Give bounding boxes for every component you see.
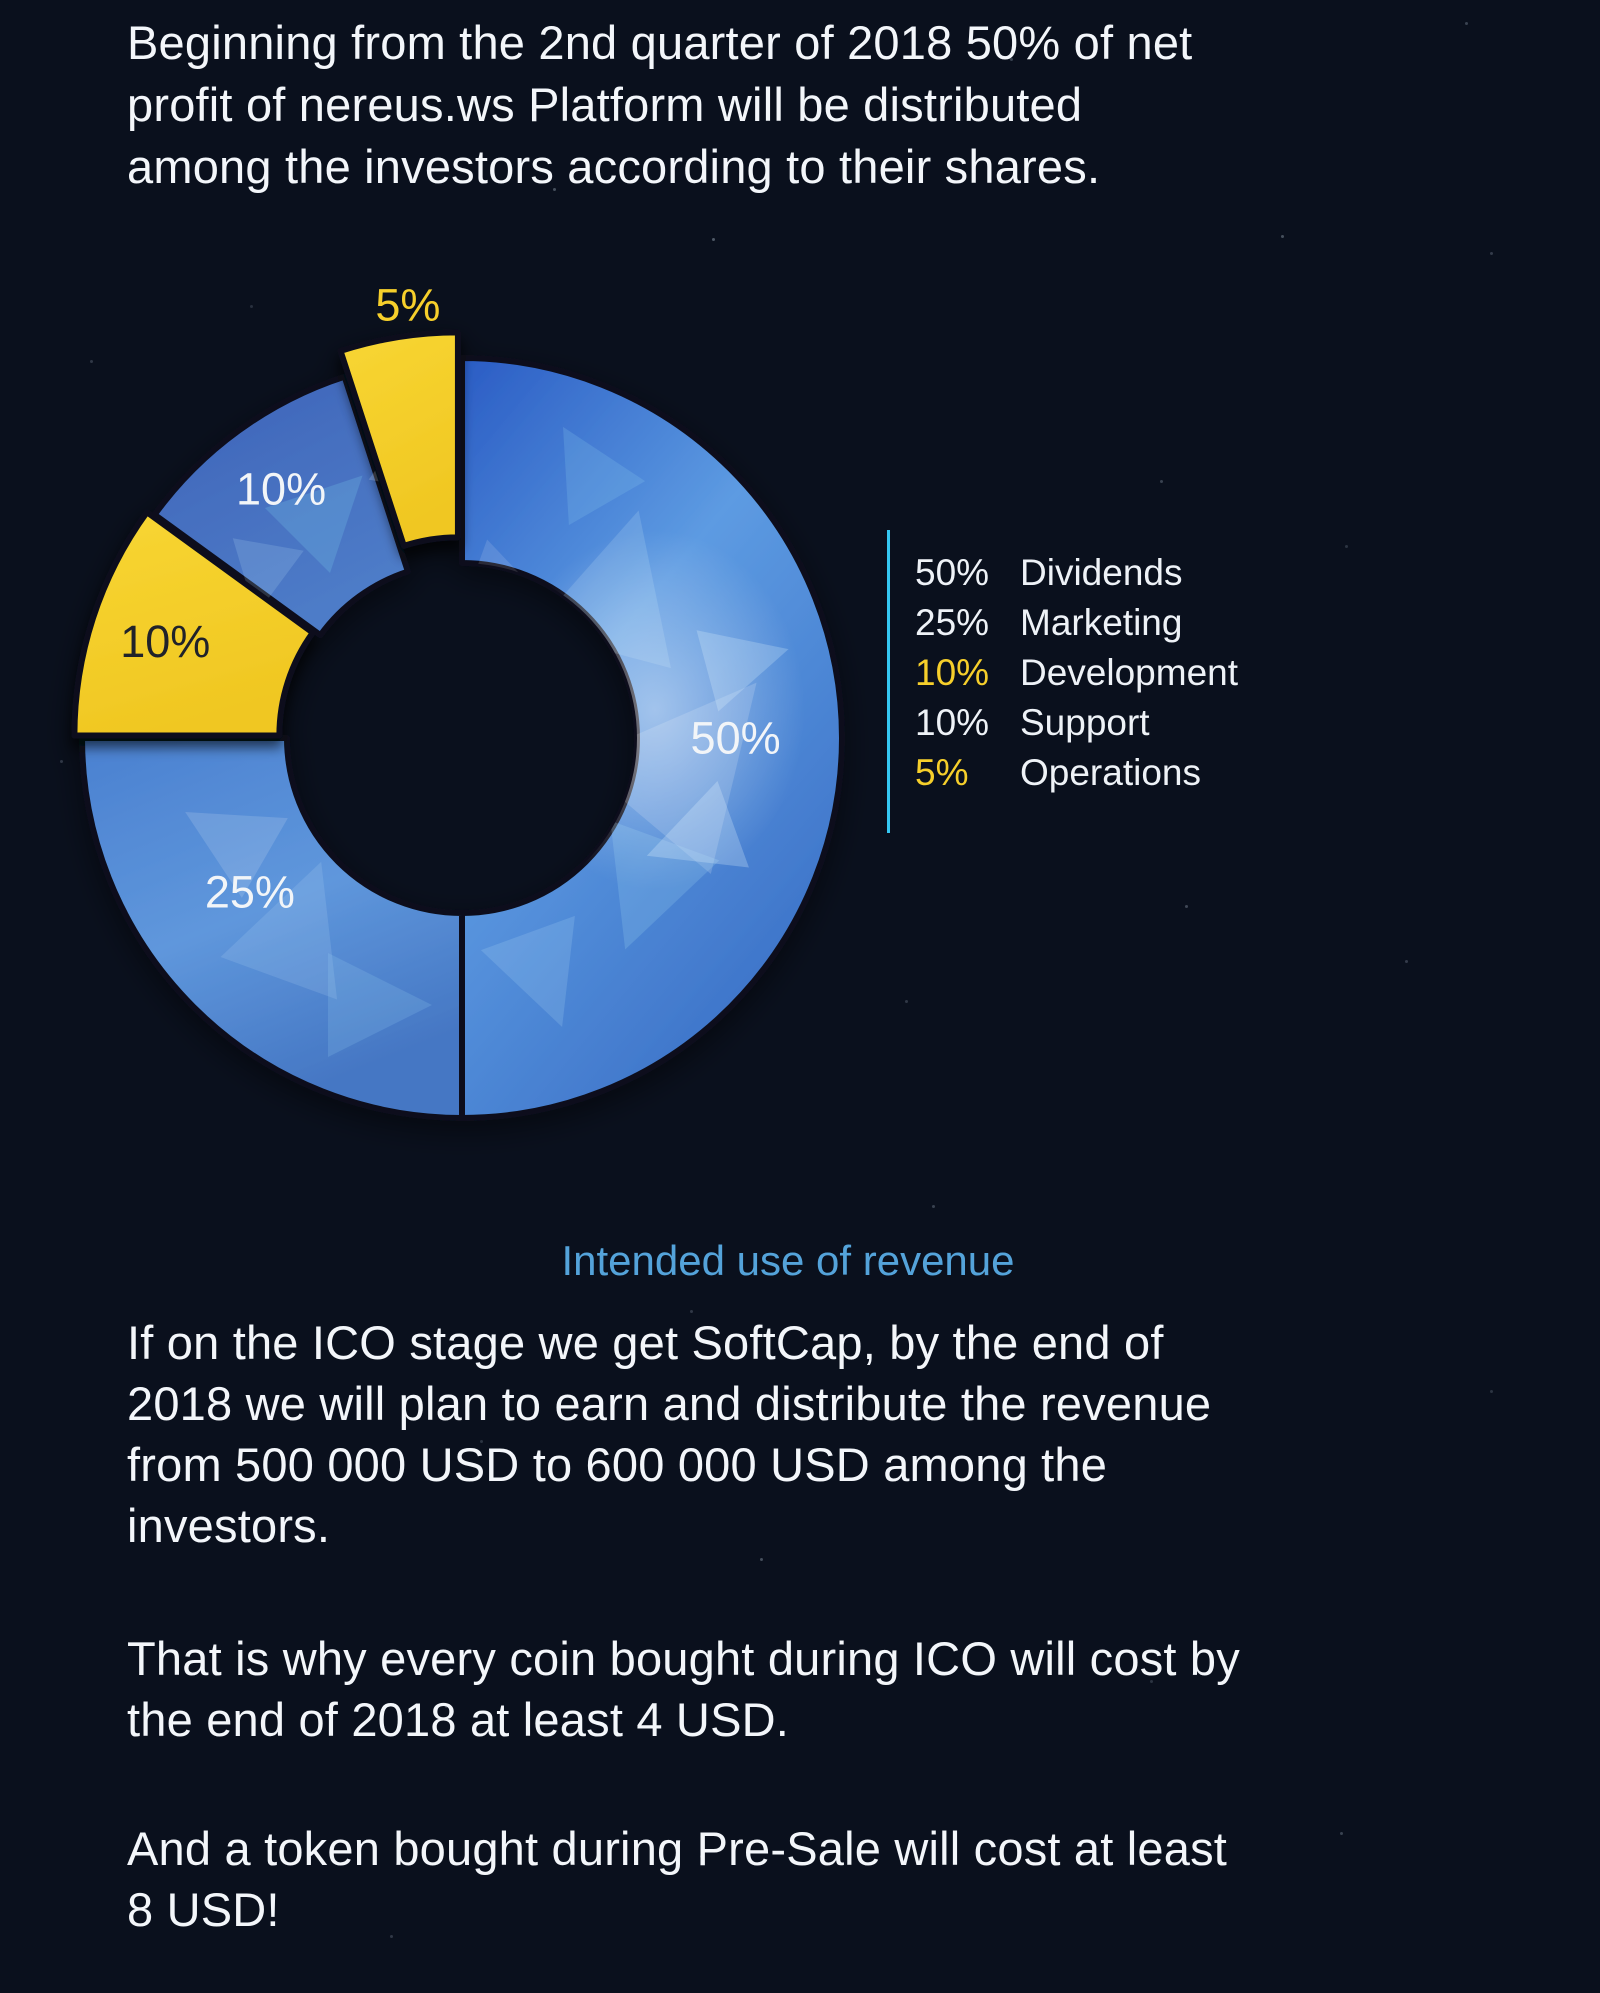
body-line: from 500 000 USD to 600 000 USD among th… <box>127 1438 1108 1491</box>
slice-label-operations: 5% <box>375 280 440 330</box>
paragraph-ico-price: That is why every coin bought during ICO… <box>127 1628 1527 1750</box>
body-line: And a token bought during Pre-Sale will … <box>127 1822 1228 1875</box>
donut-slice-marketing <box>79 735 465 1121</box>
crystal-facets-decoration <box>185 418 805 1057</box>
chart-legend: 50% Dividends 25% Marketing 10% Developm… <box>915 548 1238 798</box>
body-line: 2018 we will plan to earn and distribute… <box>127 1377 1212 1430</box>
legend-percent: 10% <box>915 702 990 743</box>
intro-line: among the investors according to their s… <box>127 140 1101 193</box>
slice-label-marketing: 25% <box>205 867 295 918</box>
slice-label-support: 10% <box>236 463 326 514</box>
body-line: the end of 2018 at least 4 USD. <box>127 1693 790 1746</box>
legend-percent: 25% <box>915 602 990 643</box>
legend-row: 50% Dividends <box>915 548 1238 598</box>
body-line: investors. <box>127 1499 331 1552</box>
legend-row: 25% Marketing <box>915 598 1238 648</box>
intro-paragraph: Beginning from the 2nd quarter of 2018 5… <box>127 12 1467 198</box>
legend-row: 10% Development <box>915 648 1238 698</box>
body-line: If on the ICO stage we get SoftCap, by t… <box>127 1316 1164 1369</box>
legend-label: Support <box>1020 702 1150 743</box>
intro-line: Beginning from the 2nd quarter of 2018 5… <box>127 16 1193 69</box>
legend-percent: 5% <box>915 752 969 793</box>
slice-label-dividends: 50% <box>691 713 781 764</box>
legend-percent: 50% <box>915 552 990 593</box>
body-line: 8 USD! <box>127 1883 280 1936</box>
revenue-donut-chart: 50% 25% 10% 10% 5% <box>71 280 845 1121</box>
legend-label: Dividends <box>1020 552 1183 593</box>
body-line: That is why every coin bought during ICO… <box>127 1632 1240 1685</box>
chart-caption: Intended use of revenue <box>561 1237 1015 1284</box>
legend-label: Development <box>1020 652 1239 693</box>
starfield-decoration <box>0 0 3 3</box>
slice-label-development: 10% <box>120 616 210 667</box>
donut-slice-operations <box>337 329 461 549</box>
legend-row: 10% Support <box>915 698 1238 748</box>
legend-accent-line <box>887 530 890 833</box>
donut-slice-support <box>151 373 411 639</box>
donut-slice-development <box>71 509 316 739</box>
paragraph-softcap: If on the ICO stage we get SoftCap, by t… <box>127 1312 1527 1556</box>
intro-line: profit of nereus.ws Platform will be dis… <box>127 78 1083 131</box>
paragraph-presale-price: And a token bought during Pre-Sale will … <box>127 1818 1527 1940</box>
legend-label: Marketing <box>1020 602 1183 643</box>
legend-label: Operations <box>1020 752 1201 793</box>
body-paragraphs: If on the ICO stage we get SoftCap, by t… <box>127 1312 1527 1940</box>
legend-percent: 10% <box>915 652 990 693</box>
legend-row: 5% Operations <box>915 748 1238 798</box>
